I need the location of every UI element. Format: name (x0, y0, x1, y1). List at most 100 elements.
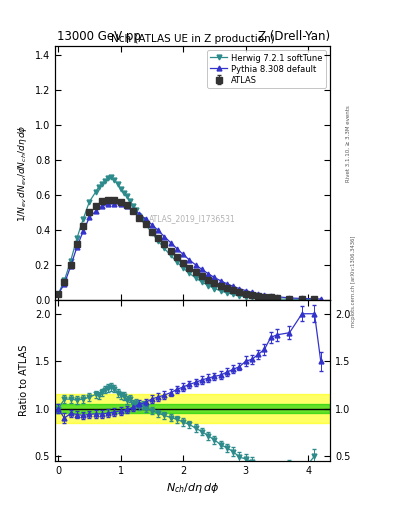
Herwig 7.2.1 softTune (140, 217, 145, 223)
Herwig 7.2.1 softTune (312, 296, 317, 303)
Pythia 8.308 default (87, 215, 92, 221)
Herwig 7.2.1 softTune (62, 277, 67, 283)
Pythia 8.308 default (150, 222, 154, 228)
Pythia 8.308 default (112, 201, 117, 207)
Herwig 7.2.1 softTune (68, 258, 73, 264)
Herwig 7.2.1 softTune (287, 296, 292, 302)
Herwig 7.2.1 softTune (243, 294, 248, 300)
Pythia 8.308 default (243, 288, 248, 294)
Pythia 8.308 default (75, 244, 79, 250)
Herwig 7.2.1 softTune (99, 181, 104, 187)
Herwig 7.2.1 softTune (262, 295, 267, 302)
Pythia 8.308 default (131, 206, 136, 212)
Herwig 7.2.1 softTune (115, 181, 120, 187)
Herwig 7.2.1 softTune (162, 245, 167, 251)
Herwig 7.2.1 softTune (93, 189, 98, 195)
Pythia 8.308 default (162, 233, 167, 240)
Pythia 8.308 default (174, 246, 179, 252)
Pythia 8.308 default (250, 289, 254, 295)
Pythia 8.308 default (219, 278, 223, 284)
Pythia 8.308 default (287, 295, 292, 301)
Herwig 7.2.1 softTune (103, 178, 107, 184)
Y-axis label: Ratio to ATLAS: Ratio to ATLAS (19, 345, 29, 416)
Herwig 7.2.1 softTune (109, 174, 114, 180)
Herwig 7.2.1 softTune (125, 194, 129, 200)
Pythia 8.308 default (256, 291, 261, 297)
Text: mcplots.cern.ch [arXiv:1306.3436]: mcplots.cern.ch [arXiv:1306.3436] (351, 236, 356, 327)
Pythia 8.308 default (62, 281, 67, 287)
Pythia 8.308 default (206, 270, 211, 276)
X-axis label: $N_{ch}/d\eta\,d\phi$: $N_{ch}/d\eta\,d\phi$ (166, 481, 219, 495)
Herwig 7.2.1 softTune (193, 275, 198, 281)
Herwig 7.2.1 softTune (187, 270, 192, 276)
Pythia 8.308 default (200, 266, 204, 272)
Pythia 8.308 default (99, 203, 104, 209)
Herwig 7.2.1 softTune (275, 296, 279, 302)
Herwig 7.2.1 softTune (250, 294, 254, 301)
Herwig 7.2.1 softTune (106, 175, 110, 181)
Herwig 7.2.1 softTune (181, 265, 185, 271)
Pythia 8.308 default (312, 296, 317, 302)
Herwig 7.2.1 softTune (168, 252, 173, 259)
Legend: Herwig 7.2.1 softTune, Pythia 8.308 default, ATLAS: Herwig 7.2.1 softTune, Pythia 8.308 defa… (207, 50, 326, 88)
Herwig 7.2.1 softTune (150, 230, 154, 236)
Herwig 7.2.1 softTune (96, 184, 101, 190)
Pythia 8.308 default (168, 240, 173, 246)
Y-axis label: $1/N_{ev}\,dN_{ev}/dN_{ch}/d\eta\,d\phi$: $1/N_{ev}\,dN_{ev}/dN_{ch}/d\eta\,d\phi$ (16, 124, 29, 222)
Pythia 8.308 default (181, 251, 185, 258)
Herwig 7.2.1 softTune (256, 295, 261, 301)
Pythia 8.308 default (237, 286, 242, 292)
Pythia 8.308 default (56, 291, 61, 297)
Text: ATLAS_2019_I1736531: ATLAS_2019_I1736531 (149, 214, 236, 223)
Pythia 8.308 default (212, 274, 217, 281)
Herwig 7.2.1 softTune (219, 288, 223, 294)
Title: Nch (ATLAS UE in Z production): Nch (ATLAS UE in Z production) (111, 34, 274, 44)
Pythia 8.308 default (143, 216, 148, 222)
Herwig 7.2.1 softTune (206, 283, 211, 289)
Herwig 7.2.1 softTune (156, 238, 161, 244)
Herwig 7.2.1 softTune (118, 185, 123, 191)
Pythia 8.308 default (118, 201, 123, 207)
Herwig 7.2.1 softTune (225, 290, 230, 296)
Herwig 7.2.1 softTune (81, 216, 86, 222)
Pythia 8.308 default (193, 262, 198, 268)
Herwig 7.2.1 softTune (112, 177, 117, 183)
Pythia 8.308 default (93, 208, 98, 215)
Bar (55, 404, 330, 413)
Text: Z (Drell-Yan): Z (Drell-Yan) (258, 30, 330, 44)
Herwig 7.2.1 softTune (75, 236, 79, 242)
Herwig 7.2.1 softTune (174, 259, 179, 265)
Herwig 7.2.1 softTune (56, 291, 61, 297)
Pythia 8.308 default (231, 283, 235, 289)
Pythia 8.308 default (106, 201, 110, 207)
Herwig 7.2.1 softTune (137, 212, 142, 219)
Pythia 8.308 default (187, 257, 192, 263)
Herwig 7.2.1 softTune (134, 207, 139, 214)
Pythia 8.308 default (275, 294, 279, 300)
Bar (55, 394, 330, 423)
Herwig 7.2.1 softTune (237, 293, 242, 299)
Pythia 8.308 default (318, 296, 323, 302)
Herwig 7.2.1 softTune (131, 203, 136, 209)
Pythia 8.308 default (225, 281, 230, 287)
Herwig 7.2.1 softTune (231, 291, 235, 297)
Herwig 7.2.1 softTune (128, 198, 132, 204)
Herwig 7.2.1 softTune (143, 221, 148, 227)
Herwig 7.2.1 softTune (200, 279, 204, 285)
Pythia 8.308 default (125, 203, 129, 209)
Pythia 8.308 default (81, 228, 86, 234)
Pythia 8.308 default (299, 295, 304, 302)
Herwig 7.2.1 softTune (212, 285, 217, 291)
Line: Herwig 7.2.1 softTune: Herwig 7.2.1 softTune (56, 175, 317, 302)
Pythia 8.308 default (262, 292, 267, 298)
Text: Rivet 3.1.10, ≥ 3.3M events: Rivet 3.1.10, ≥ 3.3M events (345, 105, 350, 182)
Line: Pythia 8.308 default: Pythia 8.308 default (56, 201, 323, 302)
Pythia 8.308 default (268, 293, 273, 299)
Pythia 8.308 default (68, 263, 73, 269)
Herwig 7.2.1 softTune (121, 190, 126, 196)
Text: 13000 GeV pp: 13000 GeV pp (57, 30, 141, 44)
Pythia 8.308 default (137, 211, 142, 217)
Pythia 8.308 default (156, 227, 161, 233)
Herwig 7.2.1 softTune (299, 296, 304, 303)
Herwig 7.2.1 softTune (87, 199, 92, 205)
